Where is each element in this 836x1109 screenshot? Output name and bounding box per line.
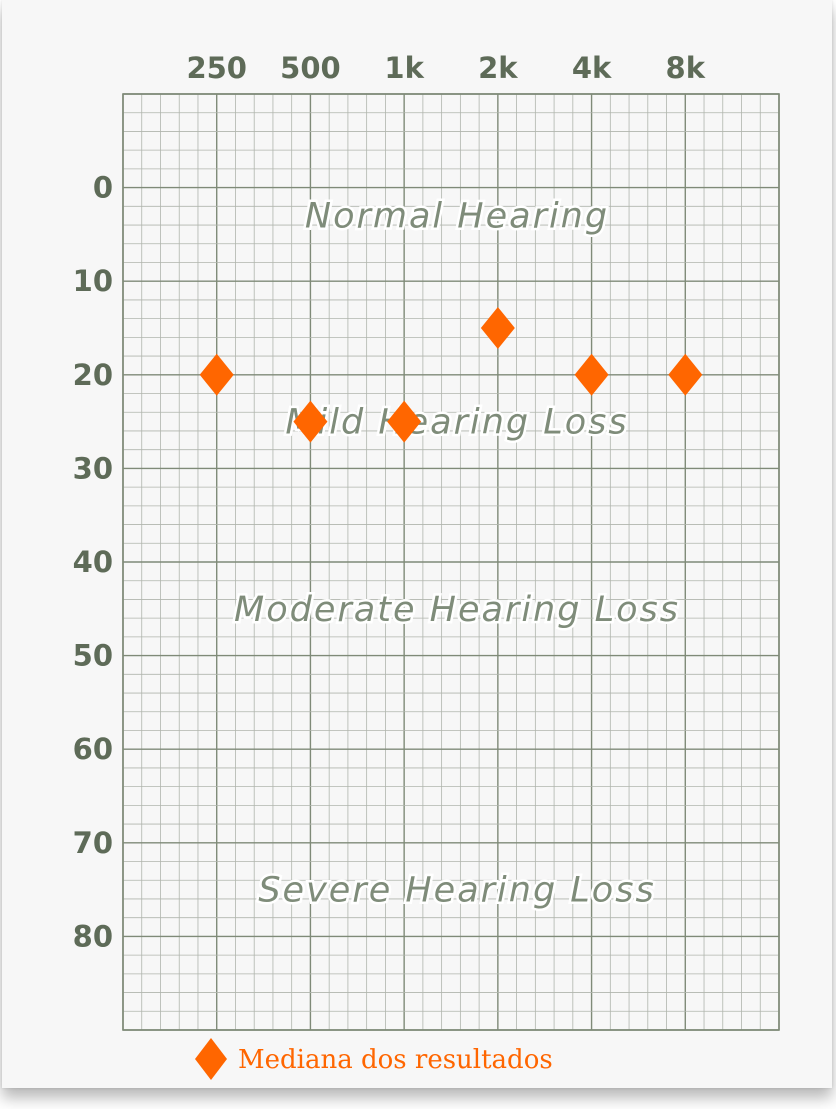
data-point-diamond bbox=[668, 353, 703, 396]
y-tick-labels: 0 10 20 30 40 50 60 70 80 bbox=[73, 171, 113, 954]
y-tick-label: 10 bbox=[73, 264, 113, 298]
y-tick-label: 40 bbox=[73, 545, 113, 579]
data-points bbox=[199, 307, 703, 443]
data-point-diamond bbox=[199, 353, 234, 396]
y-tick-label: 60 bbox=[73, 732, 113, 766]
region-label: Normal Hearing bbox=[305, 197, 609, 237]
y-tick-label: 50 bbox=[73, 639, 113, 673]
region-labels: Normal Hearing Mild Hearing Loss Moderate … bbox=[232, 194, 681, 913]
paper-background bbox=[2, 0, 832, 1088]
x-tick-labels: 250 500 1k 2k 4k 8k bbox=[186, 51, 705, 85]
y-tick-label: 0 bbox=[93, 171, 113, 205]
region-label: Moderate Hearing Loss bbox=[234, 590, 680, 630]
x-tick-label: 8k bbox=[666, 51, 706, 85]
region-label: Mild Hearing Loss bbox=[285, 403, 628, 443]
grid bbox=[122, 93, 780, 1031]
x-tick-label: 1k bbox=[384, 51, 424, 85]
x-tick-label: 500 bbox=[280, 51, 341, 85]
data-point-diamond bbox=[293, 400, 328, 443]
x-tick-label: 2k bbox=[478, 51, 518, 85]
data-point-diamond bbox=[574, 353, 609, 396]
y-tick-label: 70 bbox=[73, 826, 113, 860]
data-point-diamond bbox=[387, 400, 422, 443]
x-tick-label: 4k bbox=[572, 51, 612, 85]
region-label: Severe Hearing Loss bbox=[258, 871, 655, 911]
y-tick-label: 20 bbox=[73, 358, 113, 392]
legend-diamond-icon bbox=[195, 1038, 227, 1080]
legend-label: Mediana dos resultados bbox=[238, 1045, 553, 1075]
legend: Mediana dos resultados bbox=[195, 1038, 553, 1080]
y-tick-label: 80 bbox=[73, 919, 113, 953]
plot-frame bbox=[122, 93, 780, 1031]
x-tick-label: 250 bbox=[186, 51, 247, 85]
data-point-diamond bbox=[480, 307, 515, 349]
y-tick-label: 30 bbox=[73, 451, 113, 485]
